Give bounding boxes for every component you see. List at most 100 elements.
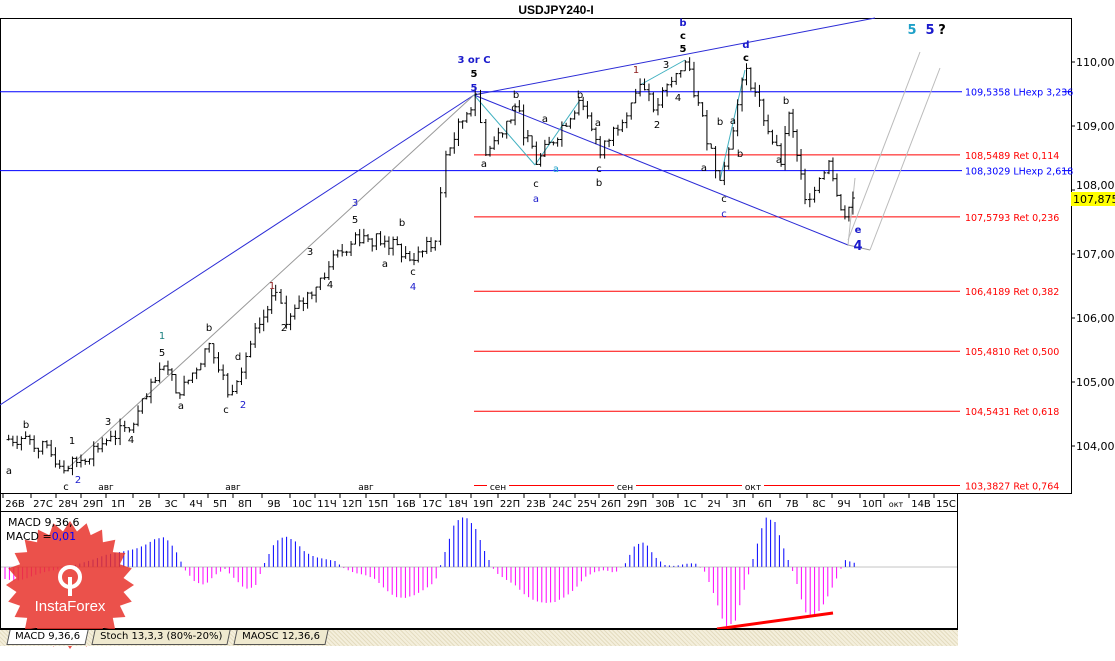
time-tick-label: 9В (267, 499, 280, 510)
ohlc-bar (700, 102, 705, 117)
time-tick-label: 6П (758, 499, 772, 510)
ohlc-bar (525, 130, 530, 143)
ohlc-bar (374, 233, 379, 251)
ohlc-bar (74, 456, 79, 468)
ohlc-bar (812, 186, 817, 203)
time-tick-label: 12П (342, 499, 362, 510)
ohlc-bar (194, 367, 199, 380)
trendline (869, 67, 941, 251)
month-mark: авг (225, 483, 241, 493)
price-tick-label: 107,000 (1076, 248, 1115, 261)
wave-label: 1 (69, 436, 75, 447)
ohlc-bar (517, 100, 522, 113)
time-tick-label: 14В (911, 499, 931, 510)
ohlc-bar (834, 173, 839, 197)
ohlc-bar (412, 252, 416, 266)
ohlc-bar (722, 161, 727, 186)
wave-label: c (63, 482, 69, 493)
logo-text: InstaForex (35, 598, 106, 615)
wave-label: 5 (925, 23, 934, 38)
ohlc-bar (473, 86, 478, 117)
ohlc-bar (182, 375, 187, 396)
wave-label: b (513, 90, 519, 101)
time-tick-label: 7В (785, 499, 798, 510)
ohlc-bar (504, 120, 509, 139)
wave-label: 4 (675, 93, 681, 104)
tab-label: Stoch 13,3,3 (80%-20%) (100, 631, 223, 642)
tab-macd[interactable]: MACD 9,36,6 (6, 630, 89, 645)
ohlc-bar (221, 364, 226, 381)
ohlc-bar (122, 420, 127, 432)
wave-label: c (511, 103, 517, 114)
ohlc-bar (530, 135, 535, 149)
wave-label: 5 (352, 215, 358, 226)
ohlc-bar (842, 205, 847, 220)
time-tick-label: 8П (238, 499, 252, 510)
ohlc-bar (791, 108, 796, 138)
ohlc-bar (108, 430, 113, 442)
ohlc-bar (433, 240, 438, 251)
level-label-bg (962, 479, 1062, 492)
month-mark: авг (98, 483, 114, 493)
trendlines (0, 17, 941, 469)
tab-maosc[interactable]: MAOSC 12,36,6 (233, 630, 329, 645)
level-label: 108,3029 LHexp 2,618 (965, 167, 1073, 178)
chart-title: USDJPY240-I (518, 3, 593, 17)
month-mark: авг (358, 483, 374, 493)
ohlc-bar (32, 435, 37, 453)
level-label: 106,4189 Ret 0,382 (965, 287, 1059, 298)
ohlc-bar (173, 373, 178, 394)
month-mark-bg (487, 481, 509, 492)
ohlc-bar (113, 430, 118, 446)
time-tick-label: 19П (473, 499, 493, 510)
ohlc-bar (15, 435, 20, 449)
ohlc-bar (420, 250, 425, 258)
ohlc-bar (770, 129, 775, 145)
ohlc-bar (95, 442, 100, 453)
main-plot-area (0, 18, 1072, 494)
ohlc-bar (731, 127, 736, 150)
tab-stoch[interactable]: Stoch 13,3,3 (80%-20%) (91, 630, 231, 645)
ohlc-bar (704, 110, 709, 151)
ohlc-bar (572, 110, 577, 120)
ohlc-bar (803, 168, 808, 205)
price-axis: 110,000 109,000 108,000 107,000 106,000 105,0… (1071, 56, 1115, 453)
ohlc-bar (416, 246, 421, 263)
ohlc-bar (211, 343, 216, 364)
trendline (639, 59, 686, 86)
ohlc-bar (198, 362, 203, 371)
ohlc-bar (36, 447, 41, 459)
ohlc-bar (169, 368, 174, 381)
time-tick-label: 15С (936, 499, 956, 510)
time-tick-label: 3П (732, 499, 746, 510)
wave-label: a (730, 116, 736, 127)
ohlc-bar (559, 121, 564, 147)
ohlc-bar (216, 352, 221, 373)
ohlc-bar (403, 246, 408, 259)
ohlc-bar (713, 146, 718, 179)
ohlc-bar (850, 191, 855, 215)
time-tick-label: 2В (138, 499, 151, 510)
wave-label: 5 (907, 23, 916, 38)
wave-label: b (737, 149, 743, 160)
ohlc-bar (642, 78, 647, 91)
ohlc-bar (651, 92, 656, 113)
wave-label: a (701, 163, 707, 174)
ohlc-bar (611, 126, 616, 147)
ohlc-bar (500, 132, 505, 138)
price-bars (6, 57, 855, 476)
ohlc-bar (127, 427, 132, 433)
ohlc-bar (305, 291, 310, 309)
ohlc-bar (361, 228, 366, 244)
ohlc-bar (53, 447, 58, 468)
wave-label: 3 (307, 247, 313, 258)
trendline (719, 69, 746, 181)
time-tick-label: 29П (83, 499, 103, 510)
ohlc-bar (244, 352, 249, 380)
month-mark-bg (742, 481, 764, 492)
ohlc-bar (177, 392, 182, 399)
ohlc-bar (846, 206, 851, 222)
macd-value-readout: MACD =0,01 (6, 530, 76, 543)
ohlc-bar (438, 187, 443, 246)
